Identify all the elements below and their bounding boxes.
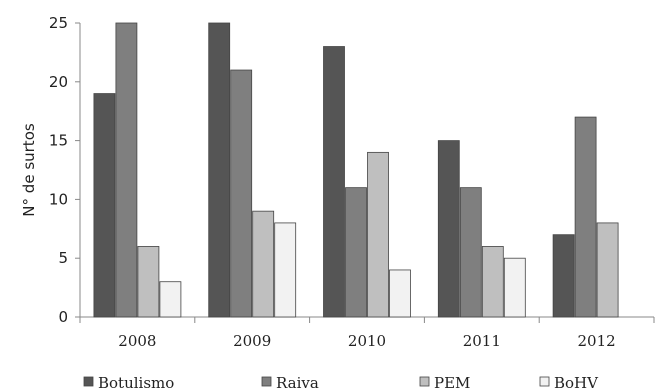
y-tick-label: 25 [49,14,68,32]
x-tick-label: 2010 [348,332,386,350]
bar-pem-2011 [481,246,504,318]
bar-botulismo-2010 [323,46,345,318]
bar-botulismo-2009 [208,22,231,318]
legend-label: BoHV [554,374,599,390]
bar-bohv-2011 [503,257,526,318]
y-tick-label: 20 [49,73,68,91]
bar-pem-2012 [596,222,619,318]
legend-label: PEM [434,374,470,390]
y-tick-label: 15 [49,132,68,150]
bar-bohv-2010 [389,269,411,318]
bar-raiva-2008 [115,22,138,318]
y-axis-label: N° de surtos [20,123,38,217]
bar-bohv-2009 [274,222,297,318]
legend-swatch [261,376,272,387]
bar-raiva-2012 [574,116,597,318]
bar-botulismo-2012 [552,234,575,318]
x-tick-label: 2008 [118,332,156,350]
x-tick-label: 2011 [463,332,501,350]
legend-label: Raiva [276,374,319,390]
y-tick-label: 0 [58,308,68,326]
x-tick-label: 2012 [578,332,616,350]
bar-bohv-2008 [159,281,182,318]
x-tick-label: 2009 [233,332,271,350]
legend-label: Botulismo [98,374,174,390]
legend-swatch [539,376,550,387]
y-tick-label: 5 [58,249,68,267]
bar-raiva-2009 [230,69,253,318]
bar-pem-2008 [137,246,160,318]
bar-raiva-2010 [345,187,367,318]
bar-pem-2010 [367,151,389,318]
bar-botulismo-2011 [437,140,460,318]
bar-pem-2009 [252,210,275,318]
bar-raiva-2011 [459,187,482,318]
legend-swatch [83,376,94,387]
legend-swatch [419,376,430,387]
y-tick-label: 10 [49,190,68,208]
bar-botulismo-2008 [93,93,116,318]
